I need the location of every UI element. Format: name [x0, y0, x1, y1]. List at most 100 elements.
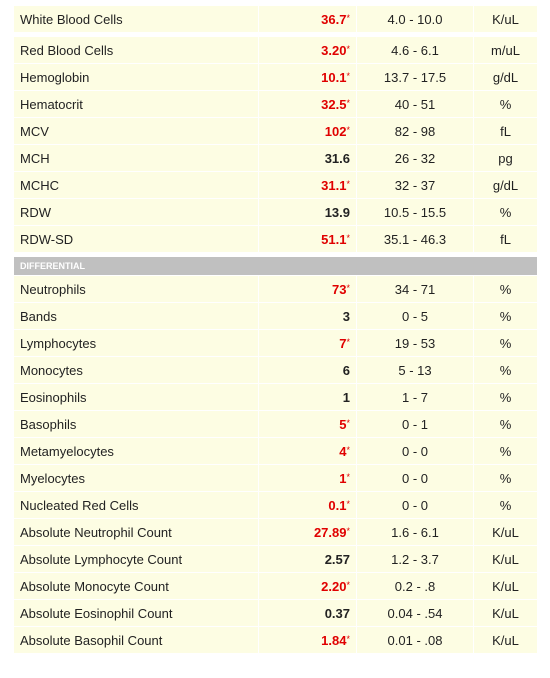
result-group: White Blood Cells 36.7* 4.0 - 10.0 K/uL [13, 5, 538, 33]
test-name: Metamyelocytes [14, 438, 258, 464]
reference-range: 0 - 0 [357, 465, 473, 491]
test-name: Basophils [14, 411, 258, 437]
abnormal-flag: * [346, 178, 350, 189]
value-text: 73 [332, 281, 347, 297]
unit: fL [474, 118, 537, 144]
reference-range: 0.04 - .54 [357, 600, 473, 626]
test-value: 2.57 [259, 546, 356, 572]
section-heading: DIFFERENTIAL [14, 257, 537, 275]
test-name: Absolute Eosinophil Count [14, 600, 258, 626]
result-row: Absolute Eosinophil Count 0.37 0.04 - .54 K… [14, 600, 537, 626]
unit: % [474, 411, 537, 437]
result-row: Lymphocytes 7* 19 - 53% [14, 330, 537, 356]
result-row: Nucleated Red Cells 0.1* 0 - 0% [14, 492, 537, 518]
abnormal-flag: * [346, 124, 350, 135]
result-group: DIFFERENTIAL Neutrophils 73 * 34 - 71% Bands 3… [13, 256, 538, 654]
value-text: 7 [339, 335, 347, 351]
test-name: Absolute Lymphocyte Count [14, 546, 258, 572]
abnormal-flag: * [346, 498, 350, 509]
test-value: 3 [259, 303, 356, 329]
reference-range: 1 - 7 [357, 384, 473, 410]
test-value: 1* [259, 465, 356, 491]
result-row: Absolute Basophil Count 1.84* 0.01 - .08 K/… [14, 627, 537, 653]
reference-range: 40 - 51 [357, 91, 473, 117]
reference-range: 32 - 37 [357, 172, 473, 198]
result-row: Basophils 5* 0 - 1% [14, 411, 537, 437]
result-row: RDW 13.9 10.5 - 15.5% [14, 199, 537, 225]
test-name: Absolute Neutrophil Count [14, 519, 258, 545]
test-name: Bands [14, 303, 258, 329]
unit: K/uL [474, 519, 537, 545]
value-text: 1 [342, 389, 350, 405]
result-row: Eosinophils 1 1 - 7% [14, 384, 537, 410]
value-text: 1 [339, 470, 347, 486]
test-name: Absolute Basophil Count [14, 627, 258, 653]
result-row: Absolute Lymphocyte Count 2.57 1.2 - 3.7 K/… [14, 546, 537, 572]
reference-range: 82 - 98 [357, 118, 473, 144]
result-row: Red Blood Cells 3.20* 4.6 - 6.1 m/uL [14, 37, 537, 63]
test-name: Lymphocytes [14, 330, 258, 356]
value-text: 5 [339, 416, 347, 432]
test-value: 31.6 [259, 145, 356, 171]
unit: pg [474, 145, 537, 171]
unit: % [474, 199, 537, 225]
unit: % [474, 330, 537, 356]
test-name: Hematocrit [14, 91, 258, 117]
abnormal-flag: * [346, 579, 350, 590]
section-heading-text: DIFFERENTIAL [14, 257, 537, 275]
abnormal-flag: * [346, 471, 350, 482]
unit: % [474, 91, 537, 117]
test-value: 1 [259, 384, 356, 410]
test-name: Monocytes [14, 357, 258, 383]
value-text: 31.6 [324, 150, 350, 166]
test-value: 2.20* [259, 573, 356, 599]
abnormal-flag: * [346, 43, 350, 54]
test-value: 13.9 [259, 199, 356, 225]
test-name: Nucleated Red Cells [14, 492, 258, 518]
result-row: Monocytes 6 5 - 13% [14, 357, 537, 383]
reference-range: 1.2 - 3.7 [357, 546, 473, 572]
result-row: Metamyelocytes 4* 0 - 0% [14, 438, 537, 464]
test-name: RDW [14, 199, 258, 225]
reference-range: 0 - 1 [357, 411, 473, 437]
value-text: 27.89 [313, 524, 347, 540]
test-name: Hemoglobin [14, 64, 258, 90]
reference-range: 35.1 - 46.3 [357, 226, 473, 252]
abnormal-flag: * [346, 336, 350, 347]
value-text: 3.20 [321, 42, 347, 58]
result-group: Red Blood Cells 3.20* 4.6 - 6.1 m/uL Hemoglo… [13, 36, 538, 253]
test-value: 3.20* [259, 37, 356, 63]
reference-range: 34 - 71 [357, 276, 473, 302]
result-row: Hemoglobin 10.1* 13.7 - 17.5 g/dL [14, 64, 537, 90]
value-text: 6 [342, 362, 350, 378]
value-text: 51.1 [321, 231, 347, 247]
reference-range: 5 - 13 [357, 357, 473, 383]
result-row: MCV 102* 82 - 98 fL [14, 118, 537, 144]
reference-range: 4.0 - 10.0 [357, 6, 473, 32]
test-value: 7* [259, 330, 356, 356]
test-value: 32.5* [259, 91, 356, 117]
result-row: Neutrophils 73* 34 - 71% [14, 276, 537, 302]
test-name: Neutrophils [14, 276, 258, 302]
reference-range: 10.5 - 15.5 [357, 199, 473, 225]
test-value: 10.1* [259, 64, 356, 90]
unit: K/uL [474, 627, 537, 653]
value-text: 2.57 [324, 551, 350, 567]
abnormal-flag: * [346, 633, 350, 644]
value-text: 102 [324, 123, 347, 139]
value-text: 3 [342, 308, 350, 324]
abnormal-flag: * [346, 444, 350, 455]
abnormal-flag: * [346, 525, 350, 536]
result-row: Absolute Monocyte Count 2.20* 0.2 - .8 K/uL [14, 573, 537, 599]
reference-range: 4.6 - 6.1 [357, 37, 473, 63]
value-text: 31.1 [321, 177, 347, 193]
unit: K/uL [474, 546, 537, 572]
abnormal-flag: * [346, 12, 350, 23]
value-text: 2.20 [321, 578, 347, 594]
unit: % [474, 303, 537, 329]
test-value: 102* [259, 118, 356, 144]
reference-range: 0 - 0 [357, 492, 473, 518]
test-value: 4* [259, 438, 356, 464]
test-name: Red Blood Cells [14, 37, 258, 63]
reference-range: 0 - 5 [357, 303, 473, 329]
